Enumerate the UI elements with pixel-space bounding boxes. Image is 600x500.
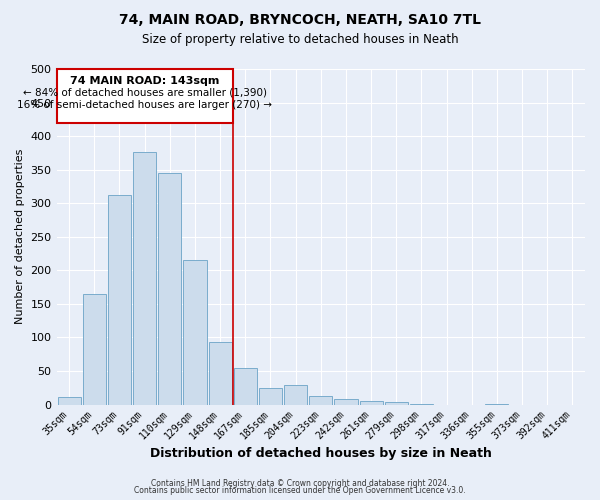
Bar bbox=[334, 398, 358, 404]
Text: Size of property relative to detached houses in Neath: Size of property relative to detached ho… bbox=[142, 32, 458, 46]
Bar bbox=[234, 368, 257, 405]
Y-axis label: Number of detached properties: Number of detached properties bbox=[15, 149, 25, 324]
Bar bbox=[158, 173, 181, 404]
Text: Contains HM Land Registry data © Crown copyright and database right 2024.: Contains HM Land Registry data © Crown c… bbox=[151, 478, 449, 488]
Text: 74, MAIN ROAD, BRYNCOCH, NEATH, SA10 7TL: 74, MAIN ROAD, BRYNCOCH, NEATH, SA10 7TL bbox=[119, 12, 481, 26]
Text: Contains public sector information licensed under the Open Government Licence v3: Contains public sector information licen… bbox=[134, 486, 466, 495]
Bar bbox=[133, 152, 156, 404]
Text: 16% of semi-detached houses are larger (270) →: 16% of semi-detached houses are larger (… bbox=[17, 100, 272, 110]
Bar bbox=[309, 396, 332, 404]
Bar bbox=[259, 388, 282, 404]
Bar bbox=[385, 402, 408, 404]
Text: ← 84% of detached houses are smaller (1,390): ← 84% of detached houses are smaller (1,… bbox=[23, 88, 266, 98]
FancyBboxPatch shape bbox=[56, 69, 233, 122]
Bar bbox=[184, 260, 206, 404]
X-axis label: Distribution of detached houses by size in Neath: Distribution of detached houses by size … bbox=[150, 447, 492, 460]
Bar bbox=[83, 294, 106, 405]
Text: 74 MAIN ROAD: 143sqm: 74 MAIN ROAD: 143sqm bbox=[70, 76, 220, 86]
Bar bbox=[359, 400, 383, 404]
Bar bbox=[108, 194, 131, 404]
Bar bbox=[58, 396, 80, 404]
Bar bbox=[209, 342, 232, 404]
Bar bbox=[284, 385, 307, 404]
